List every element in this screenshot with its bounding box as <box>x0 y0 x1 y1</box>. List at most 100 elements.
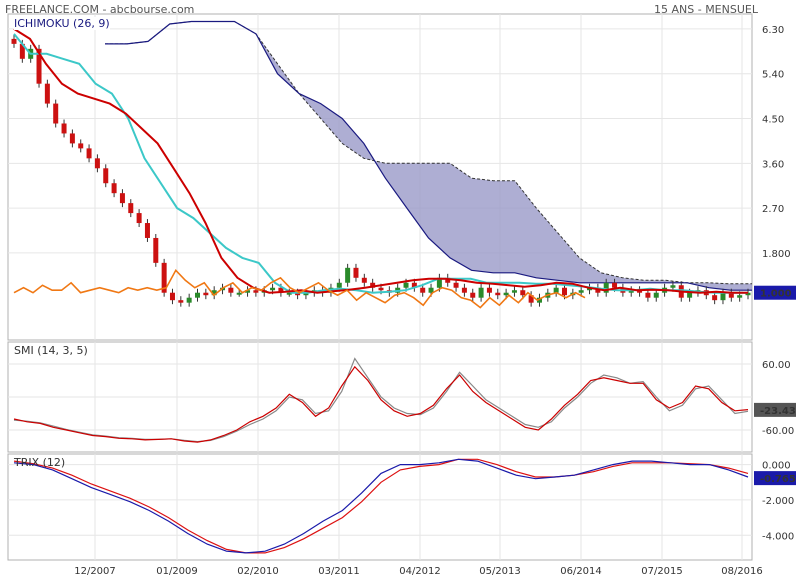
candle-body <box>111 183 117 194</box>
candle-body <box>495 292 501 296</box>
trix-line <box>13 458 749 554</box>
y-tick-label: 2.70 <box>762 204 784 215</box>
ichimoku-cloud <box>105 21 752 291</box>
trix-value-badge: -0.765 <box>760 474 796 485</box>
candle-body <box>44 83 50 104</box>
candle-body <box>687 292 693 298</box>
chikou-span-line <box>13 268 586 309</box>
candle-body <box>103 168 109 184</box>
candle-body <box>553 287 559 293</box>
smi-line <box>13 365 749 443</box>
candle-body <box>19 43 25 59</box>
trix-signal-line <box>13 458 749 554</box>
candle-body <box>286 292 292 295</box>
candle-body <box>511 290 517 293</box>
ichimoku-label: ICHIMOKU (26, 9) <box>14 17 110 30</box>
candle-body <box>603 282 609 293</box>
candle-body <box>119 193 125 204</box>
last-price-badge-bg <box>754 285 796 300</box>
candle-body <box>245 290 251 293</box>
candle-body <box>712 295 718 301</box>
candle-body <box>428 287 434 293</box>
candle-body <box>144 223 150 238</box>
candle-body <box>195 292 200 298</box>
candle-body <box>153 237 159 263</box>
candle-body <box>211 290 217 296</box>
x-tick-label: 05/2013 <box>479 566 521 577</box>
candle-body <box>203 292 209 296</box>
candle-body <box>670 285 676 288</box>
candle-body <box>445 277 451 283</box>
x-tick-label: 03/2011 <box>318 566 360 577</box>
chart-source-title: FREELANCE.COM - abcbourse.com <box>5 3 195 16</box>
y-tick-label: 60.00 <box>762 360 791 371</box>
candle-body <box>411 282 417 288</box>
candle-body <box>186 297 192 303</box>
candle-body <box>737 295 743 298</box>
candle-body <box>486 287 492 293</box>
candle-body <box>587 287 593 291</box>
y-tick-label: -60.00 <box>762 426 794 437</box>
smi-value-badge-bg <box>754 402 796 417</box>
candle-body <box>86 148 92 159</box>
candle-body <box>637 290 643 293</box>
candle-body <box>420 287 426 293</box>
candle-body <box>612 282 618 288</box>
candle-body <box>278 287 284 293</box>
x-tick-label: 01/2009 <box>156 566 198 577</box>
smi-label: SMI (14, 3, 5) <box>14 344 88 357</box>
candle-body <box>720 292 726 301</box>
candle-body <box>169 292 175 301</box>
y-tick-label: 6.30 <box>762 25 784 36</box>
candle-body <box>403 282 409 288</box>
candle-body <box>253 290 259 293</box>
chart-period-label: 15 ANS - MENSUEL <box>654 3 758 16</box>
candle-body <box>562 287 567 296</box>
y-tick-label: 3.60 <box>762 159 784 170</box>
smi-value-badge: -23.43 <box>760 406 796 417</box>
trix-value-badge-bg <box>754 471 796 486</box>
x-tick-label: 02/2010 <box>237 566 279 577</box>
candle-body <box>295 292 301 296</box>
y-tick-label: 0.000 <box>762 461 791 472</box>
candle-body <box>461 287 467 293</box>
candle-body <box>128 203 134 214</box>
candle-body <box>336 282 342 288</box>
candle-body <box>345 267 351 283</box>
candle-body <box>628 290 634 293</box>
candle-body <box>53 103 59 124</box>
candle-body <box>353 267 359 278</box>
last-price-badge: 1.000 <box>760 289 792 300</box>
candle-body <box>478 287 484 298</box>
y-tick-label: 4.50 <box>762 115 784 126</box>
candle-body <box>436 277 442 288</box>
candle-body <box>453 282 459 288</box>
candle-body <box>503 292 509 296</box>
candle-body <box>378 287 384 291</box>
candle-body <box>536 297 542 303</box>
candle-body <box>745 292 751 296</box>
candle-body <box>645 292 651 298</box>
candle-body <box>36 48 42 84</box>
candle-body <box>78 143 84 149</box>
y-tick-label: -2.000 <box>762 496 794 507</box>
candle-body <box>69 133 75 144</box>
candle-body <box>370 282 376 288</box>
candle-body <box>11 38 17 44</box>
candle-body <box>303 292 309 296</box>
candle-body <box>61 123 67 134</box>
x-tick-label: 08/2016 <box>721 566 763 577</box>
candle-body <box>653 292 659 298</box>
candle-body <box>595 287 601 293</box>
y-tick-label: -4.000 <box>762 531 794 542</box>
x-tick-label: 04/2012 <box>399 566 441 577</box>
candle-body <box>270 287 276 291</box>
trix-label: TRIX (12) <box>14 456 66 469</box>
candle-body <box>228 287 234 293</box>
candle-body <box>94 158 100 169</box>
y-tick-label: 1.800 <box>762 249 791 260</box>
candle-body <box>520 290 526 296</box>
y-tick-label: 5.40 <box>762 70 784 81</box>
candle-body <box>236 292 242 295</box>
